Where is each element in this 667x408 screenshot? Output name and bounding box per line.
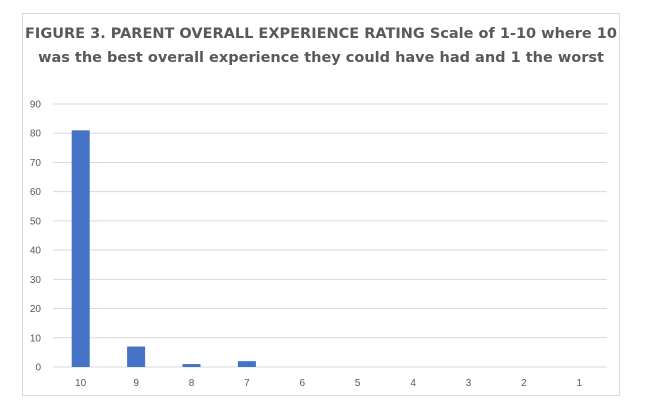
x-axis-ticks: 10 9 8 7 6 5 4 3 2 1 [75, 378, 582, 389]
bar-10 [71, 130, 90, 367]
y-tick-label: 80 [30, 129, 42, 140]
x-tick-label: 6 [300, 378, 306, 389]
x-tick-label: 1 [577, 378, 583, 389]
y-tick-label: 30 [30, 275, 42, 286]
chart-frame [22, 13, 620, 396]
y-tick-label: 20 [30, 304, 42, 315]
y-tick-label: 60 [30, 187, 42, 198]
bar-7 [237, 361, 256, 367]
x-tick-label: 5 [355, 378, 361, 389]
y-tick-label: 0 [35, 363, 41, 374]
x-tick-label: 10 [75, 378, 87, 389]
bars [71, 130, 256, 367]
chart-title: FIGURE 3. PARENT OVERALL EXPERIENCE RATI… [25, 26, 617, 66]
y-tick-label: 90 [30, 100, 42, 111]
x-tick-label: 7 [244, 378, 250, 389]
x-tick-label: 8 [189, 378, 195, 389]
y-tick-label: 40 [30, 246, 42, 257]
x-tick-label: 9 [133, 378, 139, 389]
x-tick-label: 4 [410, 378, 416, 389]
y-tick-label: 50 [30, 216, 42, 227]
y-tick-label: 10 [30, 333, 42, 344]
y-axis-ticks: 0 10 20 30 40 50 60 70 80 90 [30, 100, 42, 374]
bar-9 [127, 346, 146, 367]
x-tick-label: 2 [521, 378, 527, 389]
bar-8 [182, 364, 201, 367]
y-tick-label: 70 [30, 158, 42, 169]
x-tick-label: 3 [466, 378, 472, 389]
gridlines [53, 103, 607, 368]
